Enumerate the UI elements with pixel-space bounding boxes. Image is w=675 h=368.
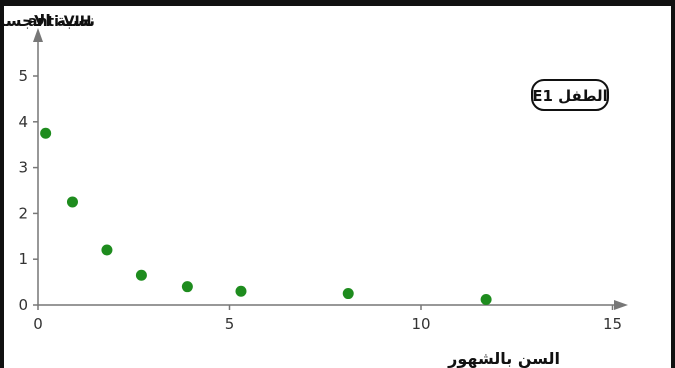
annotation-box: الطفل E1 [531,79,609,111]
y-tick-label: 2 [18,204,28,222]
y-axis-title: نسبة الاجسام المضادة [0,11,95,30]
axes [33,28,628,310]
data-point [235,285,247,297]
annotation-label: الطفل E1 [532,87,607,105]
x-tick-label: 15 [603,315,622,333]
y-axis-title-latin: anti-VIH [28,14,91,30]
data-point [480,294,492,306]
y-tick-label: 4 [18,113,28,131]
x-axis-title: السن بالشهور [447,349,560,368]
data-point [135,269,147,281]
y-tick-label: 1 [18,250,28,268]
data-point [66,196,78,208]
x-ticks: 0 5 10 15 [33,305,622,333]
y-tick-label: 0 [18,296,28,314]
y-ticks: 0 1 2 3 4 5 [18,67,38,314]
x-tick-label: 10 [411,315,430,333]
data-point [40,127,52,139]
data-point [342,288,354,300]
data-point [181,281,193,293]
x-tick-label: 5 [225,315,235,333]
data-point [101,244,113,256]
data-points [40,127,492,306]
y-tick-label: 3 [18,159,28,177]
x-axis-arrow [614,300,628,310]
y-axis-arrow [33,28,43,42]
x-tick-label: 0 [33,315,43,333]
y-tick-label: 5 [18,67,28,85]
